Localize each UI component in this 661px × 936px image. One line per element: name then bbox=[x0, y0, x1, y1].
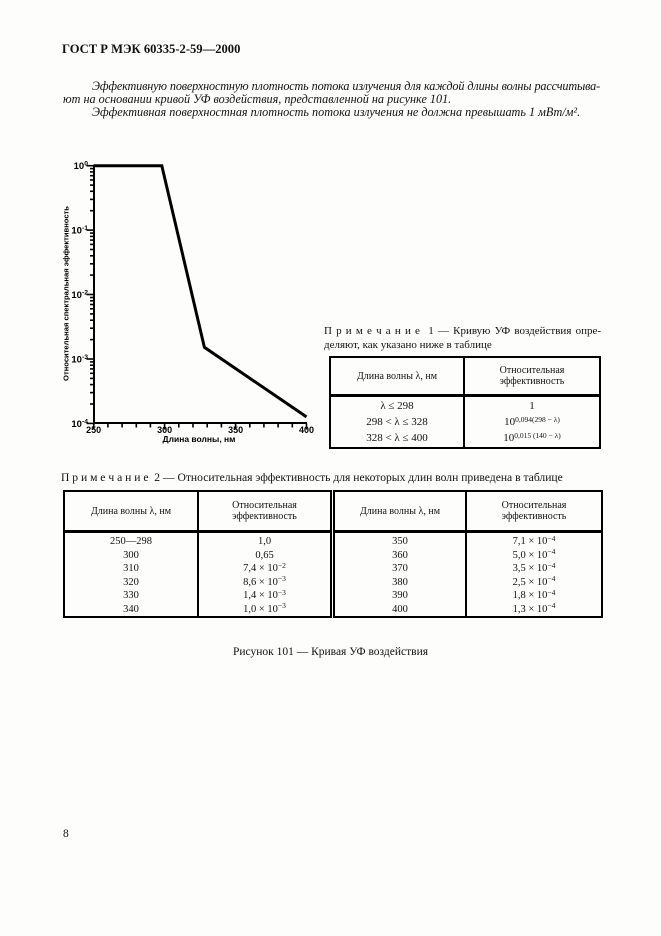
svg-text:Относительная спектральная эфф: Относительная спектральная эффективность bbox=[62, 206, 71, 381]
svg-text:350: 350 bbox=[228, 425, 243, 435]
svg-text:10-1: 10-1 bbox=[71, 225, 88, 237]
svg-text:250: 250 bbox=[86, 425, 101, 435]
svg-text:300: 300 bbox=[157, 425, 172, 435]
svg-text:10-3: 10-3 bbox=[71, 354, 88, 366]
svg-text:10-2: 10-2 bbox=[71, 290, 88, 302]
svg-text:400: 400 bbox=[299, 425, 314, 435]
svg-text:Длина волны, нм: Длина волны, нм bbox=[163, 434, 236, 444]
svg-text:10-4: 10-4 bbox=[71, 418, 88, 430]
svg-text:100: 100 bbox=[74, 161, 89, 173]
